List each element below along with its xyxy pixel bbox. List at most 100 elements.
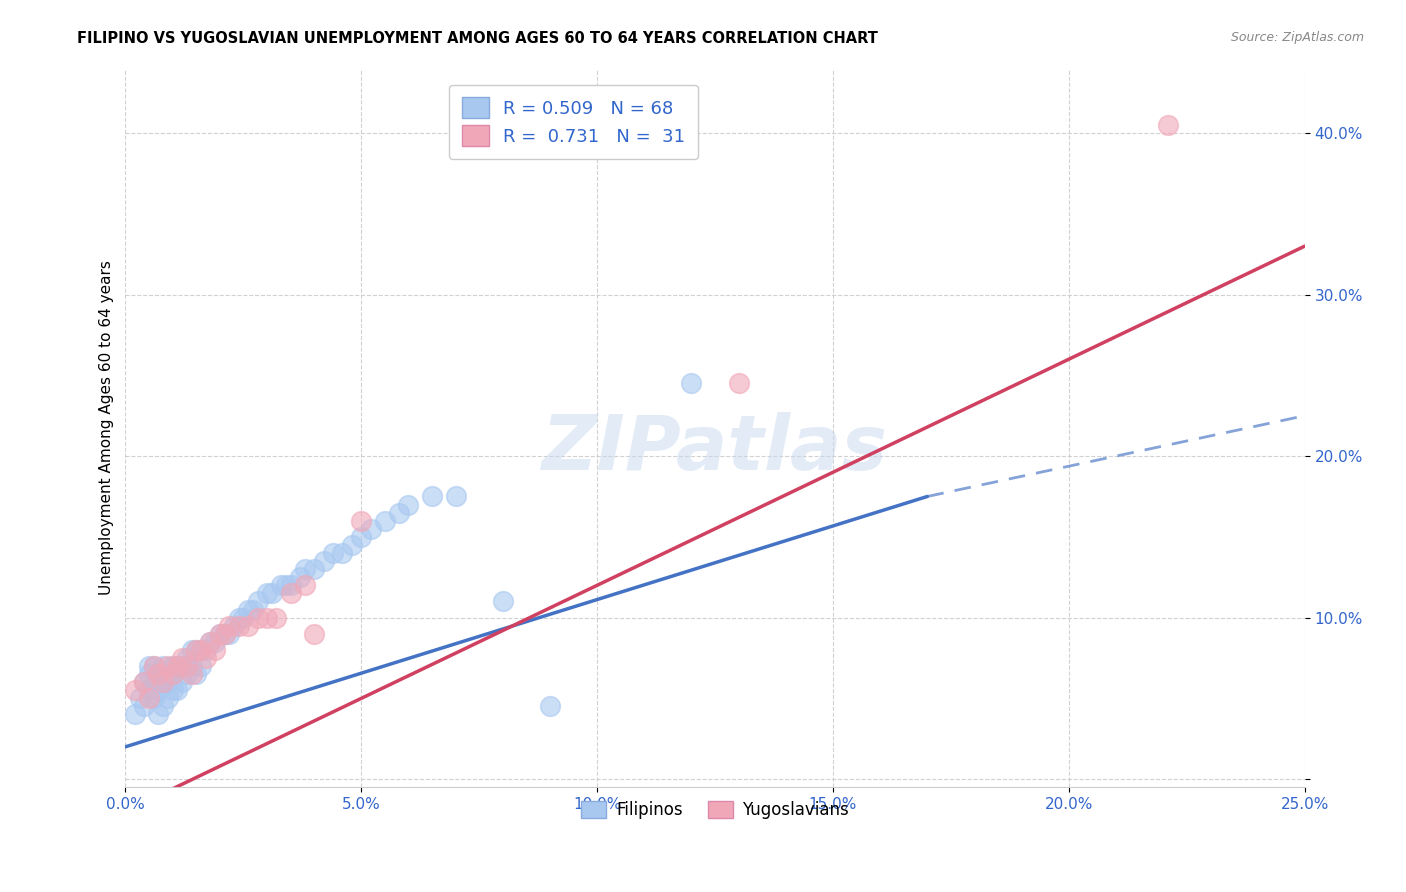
Point <box>186 643 208 657</box>
Point <box>186 643 208 657</box>
Point <box>170 651 193 665</box>
Point <box>152 699 174 714</box>
Point <box>208 626 231 640</box>
Y-axis label: Unemployment Among Ages 60 to 64 years: Unemployment Among Ages 60 to 64 years <box>100 260 114 595</box>
Point <box>176 651 198 665</box>
Point <box>142 675 165 690</box>
Point <box>200 635 222 649</box>
Point <box>166 683 188 698</box>
Point <box>256 586 278 600</box>
Point <box>186 667 208 681</box>
Point <box>156 659 179 673</box>
Point <box>190 643 212 657</box>
Point <box>156 675 179 690</box>
Point <box>204 635 226 649</box>
Point <box>204 643 226 657</box>
Point <box>142 691 165 706</box>
Point <box>138 691 160 706</box>
Point <box>176 667 198 681</box>
Point <box>162 667 184 681</box>
Point <box>162 683 184 698</box>
Point <box>194 651 217 665</box>
Point <box>294 562 316 576</box>
Point <box>398 498 420 512</box>
Point <box>138 659 160 673</box>
Point <box>180 643 202 657</box>
Point <box>134 699 156 714</box>
Point <box>152 675 174 690</box>
Point <box>260 586 283 600</box>
Point <box>266 610 288 624</box>
Point <box>148 707 170 722</box>
Point <box>134 675 156 690</box>
Point <box>322 546 344 560</box>
Point <box>180 667 202 681</box>
Point <box>218 618 240 632</box>
Point <box>332 546 354 560</box>
Point <box>156 667 179 681</box>
Point <box>288 570 311 584</box>
Point <box>214 626 236 640</box>
Point <box>208 626 231 640</box>
Point <box>124 707 146 722</box>
Point <box>170 659 193 673</box>
Point <box>256 610 278 624</box>
Point <box>162 659 184 673</box>
Point <box>190 659 212 673</box>
Text: FILIPINO VS YUGOSLAVIAN UNEMPLOYMENT AMONG AGES 60 TO 64 YEARS CORRELATION CHART: FILIPINO VS YUGOSLAVIAN UNEMPLOYMENT AMO… <box>77 31 879 46</box>
Point <box>1157 118 1180 132</box>
Point <box>222 618 245 632</box>
Point <box>681 376 703 391</box>
Point <box>148 683 170 698</box>
Point <box>232 610 254 624</box>
Point <box>242 602 264 616</box>
Point <box>134 675 156 690</box>
Point <box>228 618 250 632</box>
Point <box>340 538 363 552</box>
Point <box>350 530 373 544</box>
Point <box>180 659 202 673</box>
Point <box>228 610 250 624</box>
Point <box>350 514 373 528</box>
Point <box>492 594 515 608</box>
Point <box>246 594 269 608</box>
Point <box>142 659 165 673</box>
Point <box>374 514 396 528</box>
Point <box>360 522 382 536</box>
Point <box>176 659 198 673</box>
Point <box>166 659 188 673</box>
Point <box>142 659 165 673</box>
Point <box>200 635 222 649</box>
Point <box>218 626 240 640</box>
Point <box>444 490 467 504</box>
Text: Source: ZipAtlas.com: Source: ZipAtlas.com <box>1230 31 1364 45</box>
Point <box>312 554 335 568</box>
Point <box>190 643 212 657</box>
Point <box>727 376 749 391</box>
Point <box>236 602 259 616</box>
Point <box>138 683 160 698</box>
Point <box>246 610 269 624</box>
Point <box>280 586 302 600</box>
Point <box>162 667 184 681</box>
Text: ZIPatlas: ZIPatlas <box>543 412 889 486</box>
Point <box>152 659 174 673</box>
Point <box>166 659 188 673</box>
Point <box>236 618 259 632</box>
Point <box>170 675 193 690</box>
Point <box>148 667 170 681</box>
Point <box>124 683 146 698</box>
Point <box>280 578 302 592</box>
Point <box>274 578 297 592</box>
Point <box>270 578 292 592</box>
Point <box>152 675 174 690</box>
Point <box>138 667 160 681</box>
Point <box>302 626 325 640</box>
Point <box>420 490 443 504</box>
Point <box>302 562 325 576</box>
Point <box>538 699 561 714</box>
Point <box>156 691 179 706</box>
Point <box>388 506 411 520</box>
Legend: Filipinos, Yugoslavians: Filipinos, Yugoslavians <box>574 794 856 826</box>
Point <box>214 626 236 640</box>
